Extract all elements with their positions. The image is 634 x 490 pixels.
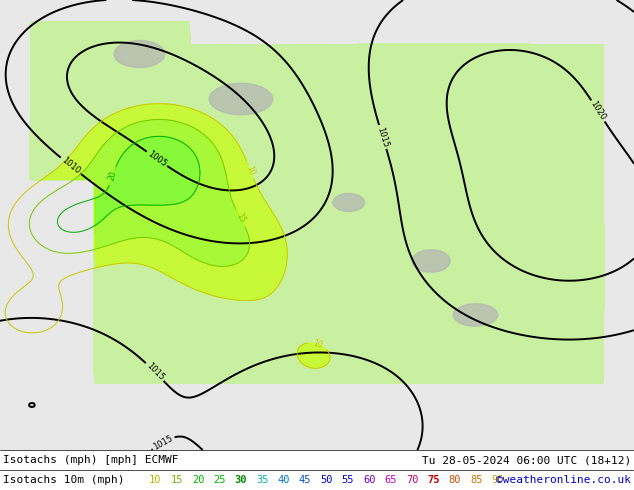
Text: 80: 80	[449, 475, 461, 485]
Text: 55: 55	[342, 475, 354, 485]
Text: 1020: 1020	[588, 99, 607, 122]
Text: 10: 10	[244, 164, 256, 176]
Text: 45: 45	[299, 475, 311, 485]
Ellipse shape	[412, 250, 450, 272]
Text: 70: 70	[406, 475, 418, 485]
Ellipse shape	[209, 83, 273, 115]
Text: 10: 10	[149, 475, 162, 485]
Text: 20: 20	[107, 170, 119, 182]
Text: 1005: 1005	[146, 149, 168, 169]
Text: 1015: 1015	[152, 434, 174, 452]
Text: 25: 25	[213, 475, 226, 485]
Text: 1015: 1015	[375, 125, 390, 148]
Text: 65: 65	[384, 475, 397, 485]
Text: Isotachs 10m (mph): Isotachs 10m (mph)	[3, 475, 125, 485]
Text: 60: 60	[363, 475, 375, 485]
Text: Isotachs (mph) [mph] ECMWF: Isotachs (mph) [mph] ECMWF	[3, 455, 179, 465]
Text: 40: 40	[278, 475, 290, 485]
Text: 35: 35	[256, 475, 269, 485]
Text: 85: 85	[470, 475, 482, 485]
Ellipse shape	[333, 194, 365, 212]
Text: Tu 28-05-2024 06:00 UTC (18+12): Tu 28-05-2024 06:00 UTC (18+12)	[422, 455, 631, 465]
Text: 15: 15	[234, 212, 247, 224]
Text: 90: 90	[491, 475, 504, 485]
Text: 30: 30	[235, 475, 247, 485]
Ellipse shape	[114, 41, 165, 68]
Text: 50: 50	[320, 475, 333, 485]
Text: 10: 10	[312, 339, 324, 350]
Text: 1010: 1010	[60, 155, 81, 175]
Ellipse shape	[453, 304, 498, 326]
Text: 15: 15	[171, 475, 183, 485]
Text: 75: 75	[427, 475, 440, 485]
Text: 20: 20	[192, 475, 204, 485]
Text: 1015: 1015	[144, 361, 165, 383]
Text: ©weatheronline.co.uk: ©weatheronline.co.uk	[496, 475, 631, 485]
